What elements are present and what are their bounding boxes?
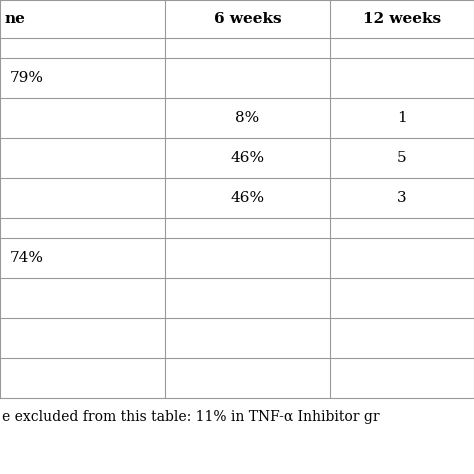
- Text: 5: 5: [397, 151, 407, 165]
- Text: 46%: 46%: [230, 151, 264, 165]
- Text: 1: 1: [397, 111, 407, 125]
- Text: e excluded from this table: 11% in TNF-α Inhibitor gr: e excluded from this table: 11% in TNF-α…: [2, 410, 380, 424]
- Text: 3: 3: [397, 191, 407, 205]
- Text: 79%: 79%: [10, 71, 44, 85]
- Text: 6 weeks: 6 weeks: [214, 12, 281, 26]
- Text: ne: ne: [5, 12, 26, 26]
- Text: 74%: 74%: [10, 251, 44, 265]
- Text: 8%: 8%: [236, 111, 260, 125]
- Text: 12 weeks: 12 weeks: [363, 12, 441, 26]
- Text: 46%: 46%: [230, 191, 264, 205]
